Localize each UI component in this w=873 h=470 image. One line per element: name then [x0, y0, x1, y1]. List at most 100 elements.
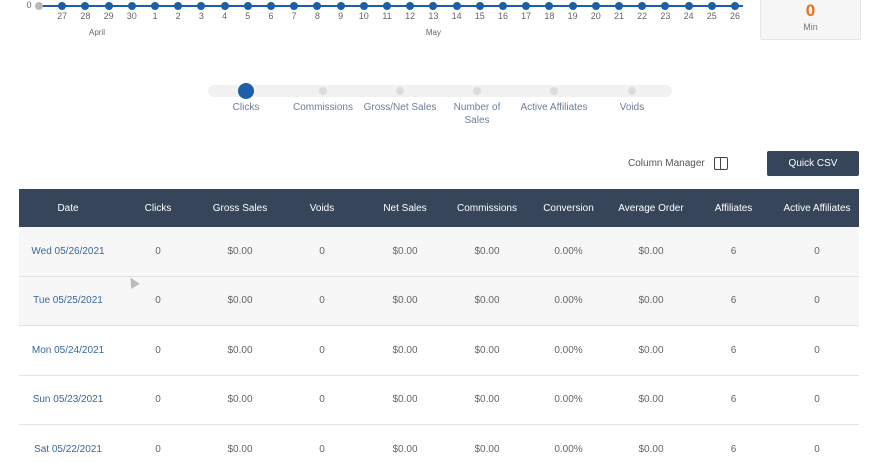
- column-header-commissions[interactable]: Commissions: [456, 202, 517, 214]
- column-header-conversion[interactable]: Conversion: [543, 202, 594, 214]
- timeline-day-label: 21: [613, 11, 624, 21]
- affiliates-cell: 6: [730, 295, 737, 307]
- date-link[interactable]: Sun 05/23/2021: [32, 394, 104, 406]
- table-row: Tue 05/25/2021 0 $0.00 0 $0.00 $0.00 0.0…: [19, 276, 859, 326]
- affiliates-cell: 6: [730, 245, 737, 257]
- timeline-day-label: 4: [222, 11, 228, 21]
- timeline-month-label: April: [88, 28, 105, 37]
- metric-label: Gross/Net Sales: [363, 102, 437, 113]
- timeline-point[interactable]: [267, 2, 275, 10]
- affiliates-cell: 6: [730, 394, 737, 406]
- average-order-cell: $0.00: [638, 295, 664, 307]
- timeline-line: [39, 5, 743, 7]
- commissions-cell: $0.00: [474, 295, 500, 307]
- active-affiliates-cell: 0: [814, 295, 820, 307]
- timeline-point[interactable]: [243, 2, 252, 10]
- metric-knob: [319, 87, 327, 95]
- timeline-point[interactable]: [731, 2, 739, 10]
- timeline-day-label: 28: [80, 11, 91, 21]
- average-order-cell: $0.00: [638, 443, 664, 455]
- metric-option-commissions[interactable]: Commissions: [280, 85, 366, 114]
- conversion-cell: 0.00%: [554, 443, 583, 455]
- timeline-day-label: 1: [152, 11, 158, 21]
- timeline-point[interactable]: [151, 2, 159, 10]
- affiliates-cell: 6: [730, 344, 737, 356]
- column-header-affiliates[interactable]: Affiliates: [714, 202, 753, 214]
- timeline-point[interactable]: [499, 2, 507, 10]
- column-header-average-order[interactable]: Average Order: [618, 202, 684, 214]
- min-stat-card: 0 Min: [760, 0, 861, 40]
- column-header-gross-sales[interactable]: Gross Sales: [212, 202, 268, 214]
- timeline-point[interactable]: [197, 2, 206, 10]
- column-manager-button[interactable]: Column Manager: [628, 155, 728, 171]
- timeline-point[interactable]: [522, 2, 531, 10]
- clicks-cell: 0: [155, 443, 161, 455]
- column-header-net-sales[interactable]: Net Sales: [383, 202, 427, 214]
- column-header-active-affiliates[interactable]: Active Affiliates: [783, 202, 851, 214]
- clicks-cell: 0: [155, 295, 161, 307]
- timeline-point[interactable]: [127, 2, 136, 10]
- table-row: Mon 05/24/2021 0 $0.00 0 $0.00 $0.00 0.0…: [19, 326, 859, 376]
- timeline-day-label: 18: [544, 11, 555, 21]
- timeline-day-label: 29: [103, 11, 114, 21]
- timeline-point[interactable]: [336, 2, 345, 10]
- metric-option-clicks[interactable]: Clicks: [203, 83, 289, 114]
- timeline-point[interactable]: [406, 2, 415, 10]
- net-sales-cell: $0.00: [392, 344, 418, 356]
- column-header-date[interactable]: Date: [57, 202, 79, 214]
- timeline-point[interactable]: [313, 2, 322, 10]
- date-link[interactable]: Sat 05/22/2021: [34, 443, 102, 455]
- metric-option-voids[interactable]: Voids: [589, 85, 675, 114]
- timeline-point[interactable]: [220, 2, 229, 10]
- timeline-point[interactable]: [104, 2, 113, 10]
- average-order-cell: $0.00: [638, 245, 664, 257]
- timeline-day-label: 15: [474, 11, 485, 21]
- metric-option-gross-net-sales[interactable]: Gross/Net Sales: [357, 85, 443, 114]
- timeline-point[interactable]: [359, 2, 368, 10]
- timeline-point[interactable]: [684, 2, 693, 10]
- commissions-cell: $0.00: [474, 394, 500, 406]
- date-link[interactable]: Wed 05/26/2021: [31, 245, 105, 257]
- date-link[interactable]: Mon 05/24/2021: [31, 344, 105, 356]
- timeline-point[interactable]: [475, 2, 484, 10]
- timeline-point[interactable]: [591, 2, 600, 10]
- timeline-point[interactable]: [545, 2, 554, 10]
- timeline-day-label: 13: [428, 11, 439, 21]
- date-link[interactable]: Tue 05/25/2021: [33, 295, 103, 307]
- timeline-day-label: 6: [268, 11, 274, 21]
- timeline-axis-zero-label: 0: [26, 0, 32, 10]
- timeline-point[interactable]: [174, 2, 183, 10]
- clicks-cell: 0: [155, 245, 161, 257]
- timeline-day-label: 19: [567, 11, 578, 21]
- timeline-day-label: 26: [729, 11, 740, 21]
- metric-option-number-of-sales[interactable]: Number of Sales: [434, 85, 520, 127]
- metric-knob: [238, 83, 254, 99]
- timeline-point[interactable]: [452, 2, 461, 10]
- column-header-clicks[interactable]: Clicks: [144, 202, 172, 214]
- net-sales-cell: $0.00: [392, 245, 418, 257]
- timeline-day-label: 25: [706, 11, 717, 21]
- timeline-point[interactable]: [615, 2, 623, 10]
- affiliates-cell: 6: [730, 443, 737, 455]
- voids-cell: 0: [319, 344, 325, 356]
- timeline-point[interactable]: [568, 2, 577, 10]
- timeline-point[interactable]: [661, 2, 670, 10]
- metric-option-active-affiliates[interactable]: Active Affiliates: [511, 85, 597, 114]
- timeline-month-label: May: [425, 28, 441, 37]
- metric-label: Number of Sales: [453, 102, 501, 126]
- conversion-cell: 0.00%: [554, 394, 583, 406]
- timeline-point[interactable]: [290, 2, 299, 10]
- timeline-point[interactable]: [383, 2, 391, 10]
- timeline-point[interactable]: [429, 2, 438, 10]
- timeline-day-label: 8: [314, 11, 320, 21]
- column-header-voids[interactable]: Voids: [309, 202, 335, 214]
- conversion-cell: 0.00%: [554, 295, 583, 307]
- timeline-point[interactable]: [638, 2, 647, 10]
- voids-cell: 0: [319, 245, 325, 257]
- timeline-point[interactable]: [81, 2, 90, 10]
- timeline-point[interactable]: [35, 2, 43, 10]
- timeline-day-label: 10: [358, 11, 369, 21]
- timeline-point[interactable]: [58, 2, 67, 10]
- quick-csv-button[interactable]: Quick CSV: [767, 151, 859, 176]
- timeline-point[interactable]: [707, 2, 716, 10]
